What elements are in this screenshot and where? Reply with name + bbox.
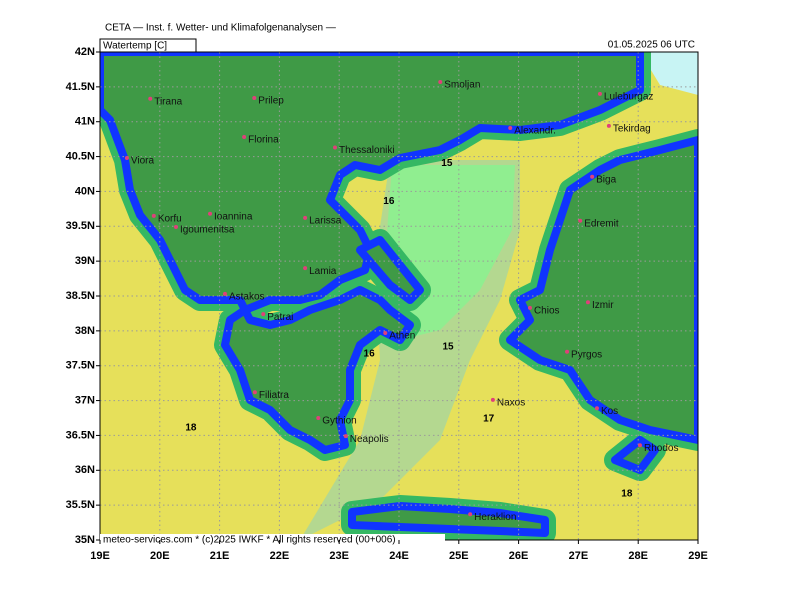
city-marker xyxy=(590,174,595,179)
footer: meteo-services.com * (c)2025 IWKF * All … xyxy=(103,535,396,546)
x-tick-label: 25E xyxy=(449,550,469,562)
header-title: CETA — Inst. f. Wetter- und Klimafolgena… xyxy=(105,23,336,34)
city-marker xyxy=(303,266,308,271)
city-label: Kos xyxy=(601,406,618,417)
city-marker xyxy=(242,135,247,140)
city-marker xyxy=(565,349,570,354)
city-label: Athen xyxy=(389,331,415,342)
y-tick-label: 40.5N xyxy=(66,150,95,162)
y-tick-label: 41.5N xyxy=(66,81,95,93)
city-label: Naxos xyxy=(497,398,525,409)
y-tick-label: 36.5N xyxy=(66,429,95,441)
y-tick-label: 37.5N xyxy=(66,360,95,372)
city-label: Edremit xyxy=(584,218,619,229)
x-tick-label: 29E xyxy=(688,550,708,562)
city-label: Prilep xyxy=(258,96,284,107)
city-marker xyxy=(151,213,156,218)
x-tick-label: 19E xyxy=(90,550,110,562)
city-label: Rhodos xyxy=(644,443,678,454)
y-tick-label: 35.5N xyxy=(66,499,95,511)
city-marker xyxy=(637,443,642,448)
y-tick-label: 39.5N xyxy=(66,220,95,232)
city-marker xyxy=(252,96,257,101)
city-label: Biga xyxy=(596,174,616,185)
city-label: Ioannina xyxy=(214,211,253,222)
city-label: Filiatra xyxy=(259,390,289,401)
city-marker xyxy=(303,215,308,220)
y-tick-label: 35N xyxy=(75,534,95,546)
city-marker xyxy=(490,397,495,402)
city-label: Lamia xyxy=(309,266,337,277)
city-marker xyxy=(124,155,129,160)
x-tick-label: 24E xyxy=(389,550,409,562)
x-tick-label: 27E xyxy=(569,550,589,562)
city-label: Izmir xyxy=(592,300,614,311)
field-box xyxy=(99,38,197,53)
contour-label: 16 xyxy=(364,349,376,360)
city-marker xyxy=(333,145,338,150)
city-label: Astakos xyxy=(229,292,265,303)
city-label: Thessaloniki xyxy=(339,145,395,156)
y-tick-label: 40N xyxy=(75,185,95,197)
y-tick-label: 38N xyxy=(75,325,95,337)
footer-box xyxy=(100,534,445,546)
city-marker xyxy=(316,416,321,420)
contour-label: 16 xyxy=(383,196,395,207)
city-label: Smoljan xyxy=(444,80,480,91)
field-label: Watertemp [C] xyxy=(103,41,167,52)
city-marker xyxy=(438,79,443,84)
x-tick-label: 28E xyxy=(628,550,648,562)
city-label: Neapolis xyxy=(350,434,389,445)
city-marker xyxy=(508,125,513,130)
y-tick-label: 37N xyxy=(75,394,95,406)
city-marker xyxy=(148,96,153,101)
city-marker xyxy=(261,312,266,317)
city-label: Igoumenitsa xyxy=(180,225,235,236)
city-marker xyxy=(173,224,178,229)
contour-label: 15 xyxy=(441,158,453,169)
city-label: Pyrgos xyxy=(571,349,602,360)
y-tick-label: 38.5N xyxy=(66,290,95,302)
city-label: Viora xyxy=(131,156,155,167)
city-label: Heraklion xyxy=(474,512,516,523)
contour-label: 18 xyxy=(185,422,197,433)
city-label: Chios xyxy=(534,305,560,316)
city-marker xyxy=(252,390,257,395)
city-marker xyxy=(578,218,583,223)
city-label: Larissa xyxy=(309,216,342,227)
city-label: Gythion xyxy=(322,416,356,427)
y-tick-label: 39N xyxy=(75,255,95,267)
y-tick-label: 42N xyxy=(75,46,95,58)
city-marker xyxy=(597,91,602,96)
city-label: Florina xyxy=(248,135,279,146)
y-tick-label: 41N xyxy=(75,116,95,128)
city-marker xyxy=(468,512,473,517)
city-label: Tekirdag xyxy=(613,124,651,135)
y-tick-label: 36N xyxy=(75,464,95,476)
city-marker xyxy=(606,123,611,128)
x-tick-label: 21E xyxy=(210,550,230,562)
city-label: Korfu xyxy=(158,213,182,224)
city-marker xyxy=(594,406,599,411)
city-marker xyxy=(527,305,532,310)
city-label: Luleburgaz xyxy=(604,91,653,102)
city-marker xyxy=(208,211,213,216)
city-label: Tirana xyxy=(154,96,182,107)
x-tick-label: 26E xyxy=(509,550,529,562)
city-marker xyxy=(383,330,388,335)
x-tick-label: 22E xyxy=(270,550,290,562)
city-label: Patrai xyxy=(267,312,293,323)
map-marks: Tirana Prilep Florina Thessaloniki Smoljan Lu… xyxy=(124,79,678,523)
city-marker xyxy=(585,300,590,305)
city-label: Alexandr. xyxy=(514,126,556,137)
city-marker xyxy=(343,434,348,439)
contour-label: 15 xyxy=(442,342,454,353)
contour-label: 18 xyxy=(621,489,633,500)
x-tick-label: 23E xyxy=(329,550,349,562)
x-tick-label: 20E xyxy=(150,550,170,562)
contour-label: 17 xyxy=(483,413,495,424)
city-marker xyxy=(222,291,227,296)
time-label: 01.05.2025 06 UTC xyxy=(608,40,695,51)
